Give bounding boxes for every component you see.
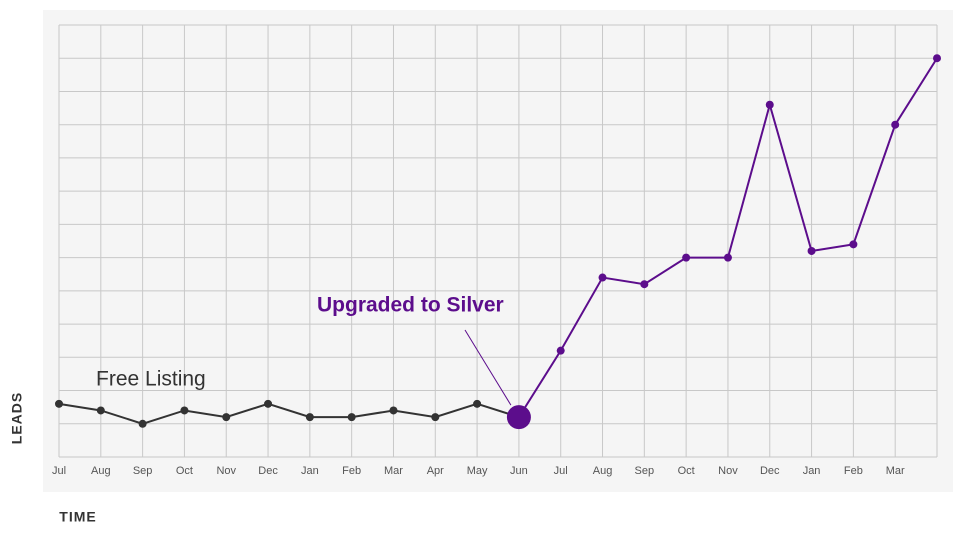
data-point	[765, 100, 774, 109]
x-tick-label: Dec	[760, 465, 780, 477]
x-tick-label: Jul	[52, 465, 66, 477]
data-point	[138, 419, 147, 428]
data-point	[849, 240, 858, 249]
series-label: Free Listing	[96, 368, 206, 391]
data-point	[682, 253, 691, 262]
x-tick-label: Dec	[258, 465, 278, 477]
x-tick-label: May	[467, 465, 488, 477]
x-tick-label: Jul	[554, 465, 568, 477]
x-tick-label: Apr	[427, 465, 444, 477]
data-point	[807, 246, 816, 255]
data-point	[222, 413, 231, 422]
data-point	[473, 399, 482, 408]
data-point	[723, 253, 732, 262]
x-tick-label: Jan	[803, 465, 821, 477]
x-tick-label: Aug	[91, 465, 111, 477]
series-line	[58, 402, 520, 425]
x-tick-label: Feb	[342, 465, 361, 477]
annotation-leader	[464, 329, 512, 406]
data-point	[347, 413, 356, 422]
series-label: Upgraded to Silver	[317, 294, 504, 317]
data-point	[264, 399, 273, 408]
data-point	[55, 399, 63, 408]
data-point	[180, 406, 189, 415]
data-point	[891, 120, 900, 129]
x-axis-title: TIME	[59, 509, 96, 525]
x-tick-label: Jun	[510, 465, 528, 477]
x-tick-label: Nov	[718, 465, 738, 477]
x-tick-label: Jan	[301, 465, 319, 477]
x-tick-label: Mar	[886, 465, 905, 477]
x-tick-label: Oct	[176, 465, 193, 477]
data-point	[389, 406, 398, 415]
data-point	[431, 413, 440, 422]
data-point	[305, 413, 314, 422]
x-tick-label: Sep	[133, 465, 153, 477]
x-tick-label: Feb	[844, 465, 863, 477]
x-tick-label: Oct	[678, 465, 695, 477]
data-point	[933, 54, 941, 63]
data-point	[556, 346, 565, 355]
data-point	[598, 273, 607, 282]
x-tick-label: Nov	[216, 465, 236, 477]
x-tick-label: Mar	[384, 465, 403, 477]
data-point	[640, 280, 649, 289]
x-tick-label: Sep	[635, 465, 655, 477]
x-tick-label: Aug	[593, 465, 613, 477]
y-axis-title: LEADS	[9, 392, 25, 444]
highlight-point	[506, 405, 531, 430]
data-point	[96, 406, 105, 415]
